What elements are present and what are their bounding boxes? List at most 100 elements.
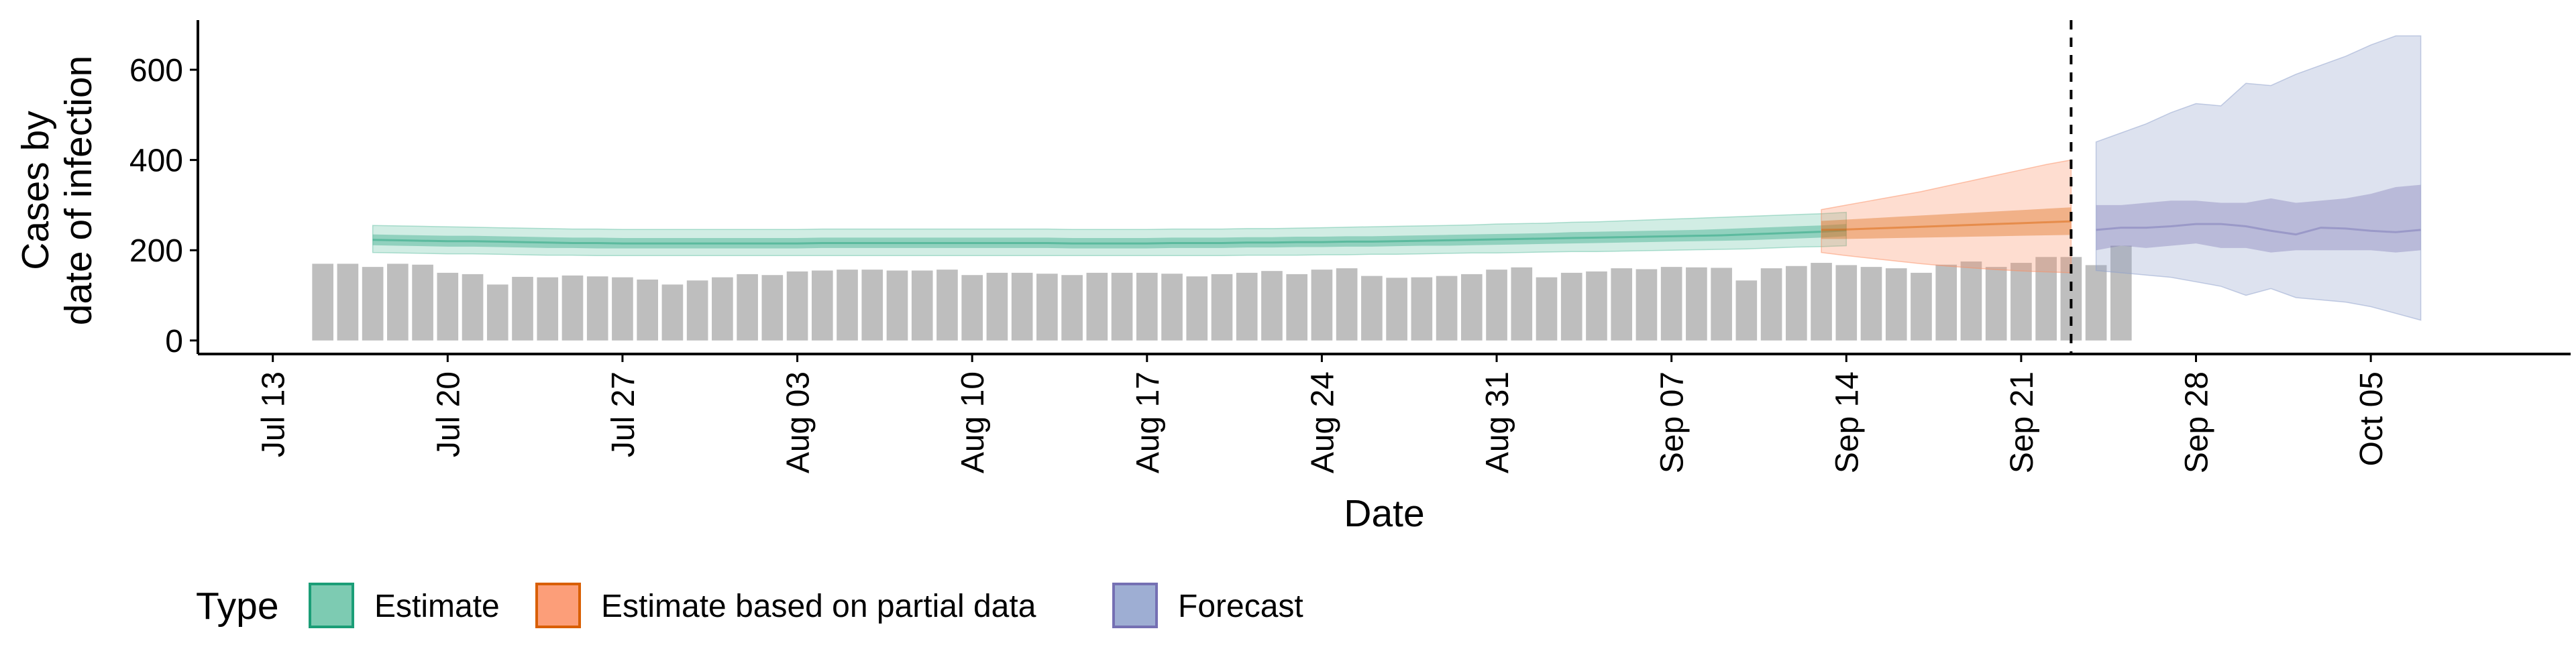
case-bar (1136, 272, 1158, 341)
case-bar (1086, 272, 1108, 341)
case-bar (437, 272, 459, 341)
case-bar (1835, 265, 1858, 341)
case-bar (1336, 268, 1358, 341)
case-bar (661, 284, 684, 341)
x-tick-label: Aug 24 (1305, 371, 1340, 473)
case-bar (1560, 272, 1582, 341)
case-bar (1985, 267, 2007, 341)
case-bar (1386, 278, 1407, 341)
case-bar (1011, 272, 1033, 341)
case-bar (737, 274, 758, 341)
x-tick-label: Sep 28 (2180, 371, 2215, 473)
case-bar (1036, 274, 1058, 341)
case-bar (986, 272, 1008, 341)
case-bar (312, 263, 333, 341)
estimate-ribbon-50 (372, 224, 1847, 249)
forecast-ribbon-90 (2095, 35, 2422, 321)
case-bar (1411, 277, 1433, 341)
case-bar (387, 263, 409, 341)
legend-label: Forecast (1178, 589, 1303, 624)
case-bar (1161, 274, 1183, 341)
case-bar (1935, 264, 1957, 341)
case-bar (1611, 268, 1633, 341)
case-bar (462, 274, 484, 341)
case-bar (1860, 267, 1882, 341)
case-bar (1735, 280, 1758, 341)
x-tick-label: Jul 13 (256, 371, 292, 457)
x-tick-label: Aug 31 (1480, 371, 1515, 473)
case-bar (1536, 277, 1558, 341)
case-bar (1686, 267, 1707, 341)
x-tick-label: Sep 14 (1829, 371, 1865, 473)
y-tick-label: 200 (129, 233, 183, 269)
x-tick-label: Oct 05 (2354, 371, 2390, 466)
case-bar (1211, 274, 1233, 341)
legend-label: Estimate based on partial data (601, 589, 1036, 624)
case-bar (837, 270, 858, 341)
case-bar (637, 279, 658, 341)
x-tick-label: Aug 10 (955, 371, 991, 473)
y-tick-label: 400 (129, 143, 183, 179)
legend-title: Type (196, 585, 279, 628)
x-tick-label: Sep 21 (2004, 371, 2040, 473)
case-bar (1760, 268, 1782, 341)
case-bar (1660, 267, 1682, 341)
bands-layer (372, 35, 2422, 321)
case-bar (1960, 261, 1982, 341)
case-bar (1261, 271, 1283, 341)
x-tick-label: Jul 20 (431, 371, 466, 457)
case-bar (2035, 257, 2057, 341)
case-bar (1236, 272, 1258, 341)
case-bar (911, 270, 933, 341)
y-tick-label: 0 (165, 324, 183, 359)
case-bar (712, 277, 733, 341)
case-bar (1111, 272, 1133, 341)
axes-layer: 0 200 400 600 Jul 13 Jul 20 Jul 27 Aug 03 Aug 10… (14, 20, 2571, 535)
case-bar (1786, 266, 1807, 341)
case-bar (1486, 270, 1507, 341)
case-bar (1061, 275, 1083, 341)
case-bar (811, 270, 833, 341)
y-axis-title-line: date of infection (57, 56, 100, 325)
legend-key-forecast (1112, 583, 1158, 628)
case-bar (686, 280, 708, 341)
case-bar (412, 264, 433, 341)
case-bar (961, 275, 983, 341)
case-bar (537, 277, 559, 341)
case-bar (2085, 265, 2107, 341)
legend-key-estimate-based-on-partial-data (535, 583, 581, 628)
case-bar (861, 270, 883, 341)
x-tick-label: Sep 07 (1655, 371, 1690, 473)
case-bar (486, 284, 508, 341)
x-tick-label: Jul 27 (606, 371, 641, 457)
estimate-based-on-partial-data-ribbon-50 (1821, 207, 2072, 239)
y-tick-label: 600 (129, 53, 183, 89)
legend-layer: Type Estimate Estimate based on partial da… (196, 583, 1303, 628)
case-bar (586, 276, 608, 341)
forecast-ribbon-50 (2096, 184, 2421, 253)
case-bar (1361, 276, 1383, 341)
case-bar (2010, 263, 2032, 341)
case-bar (1586, 271, 1607, 341)
case-bar (1186, 276, 1208, 341)
case-bar (886, 270, 908, 341)
y-axis-title-line: Cases by (14, 111, 57, 270)
x-tick-label: Aug 03 (781, 371, 816, 473)
estimate-based-on-partial-data-median-line (1821, 220, 2072, 231)
case-bar (2110, 245, 2132, 341)
case-bar (1511, 267, 1533, 341)
case-bar (936, 270, 958, 341)
case-bar (1311, 270, 1333, 341)
case-bar (1911, 272, 1932, 341)
bars-layer (312, 245, 2132, 341)
x-axis-title: Date (1344, 492, 1424, 535)
case-bar (761, 275, 784, 341)
case-bar (1711, 268, 1732, 341)
case-bar (512, 276, 533, 341)
legend-key-estimate (309, 583, 354, 628)
case-bar (561, 275, 584, 341)
case-bar (1811, 263, 1832, 341)
estimate-median-line (372, 229, 1847, 245)
